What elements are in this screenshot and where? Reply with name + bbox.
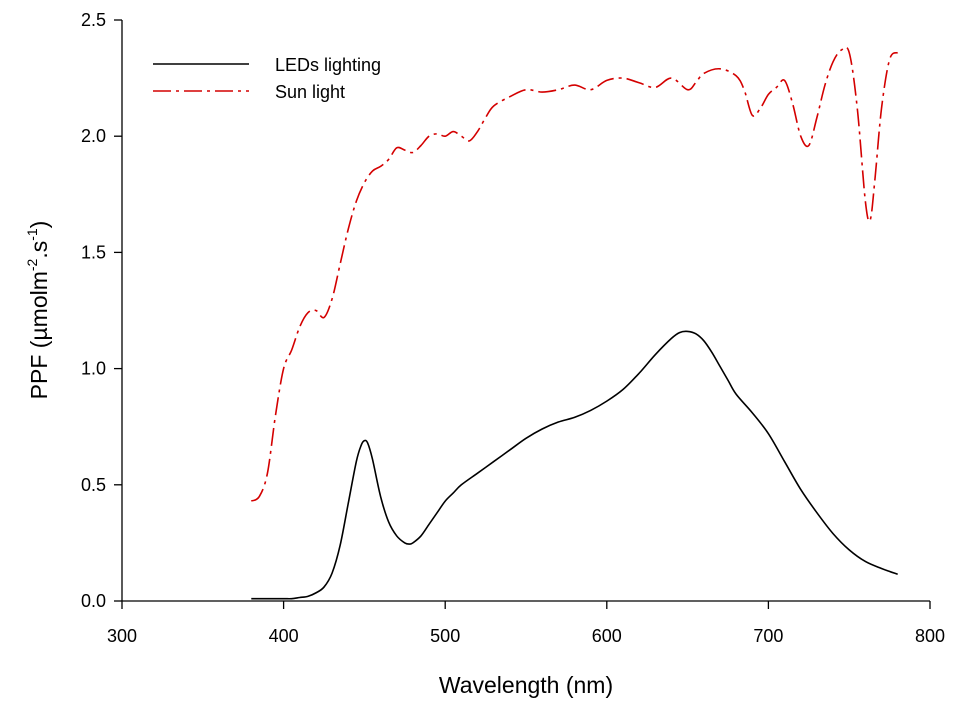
y-axis-title-exp2: -1 [24,228,40,241]
y-tick-label: 1.5 [81,242,106,262]
x-axis-title: Wavelength (nm) [439,672,613,698]
legend-label-sun: Sun light [275,82,345,102]
axes [121,20,930,602]
x-tick-label: 300 [107,626,137,646]
y-axis-title-mid: .s [26,241,52,259]
series-line-sun [250,46,899,502]
y-axis-title-exp1: -2 [24,258,40,271]
x-tick-label: 500 [430,626,460,646]
y-axis-title-base: PPF ( [26,340,52,399]
y-tick-label: 2.0 [81,126,106,146]
y-tick-label: 0.0 [81,591,106,611]
x-tick-label: 700 [753,626,783,646]
x-tick-label: 800 [915,626,945,646]
y-tick-label: 2.5 [81,10,106,30]
x-tick-label: 600 [592,626,622,646]
y-axis-title: PPF (µmolm-2.s-1) [24,221,52,400]
y-axis-title-unit: µmolm [26,271,52,340]
y-axis-title-close: ) [26,221,52,229]
x-tick-label: 400 [269,626,299,646]
legend: LEDs lighting Sun light [153,55,381,102]
legend-label-leds: LEDs lighting [275,55,381,75]
y-axis-ticks: 0.0 0.5 1.0 1.5 2.0 2.5 [81,10,122,611]
y-tick-label: 1.0 [81,359,106,379]
x-axis-ticks: 300 400 500 600 700 800 [107,601,945,646]
y-tick-label: 0.5 [81,475,106,495]
series-line-leds [251,330,898,600]
plot-area [250,46,899,600]
